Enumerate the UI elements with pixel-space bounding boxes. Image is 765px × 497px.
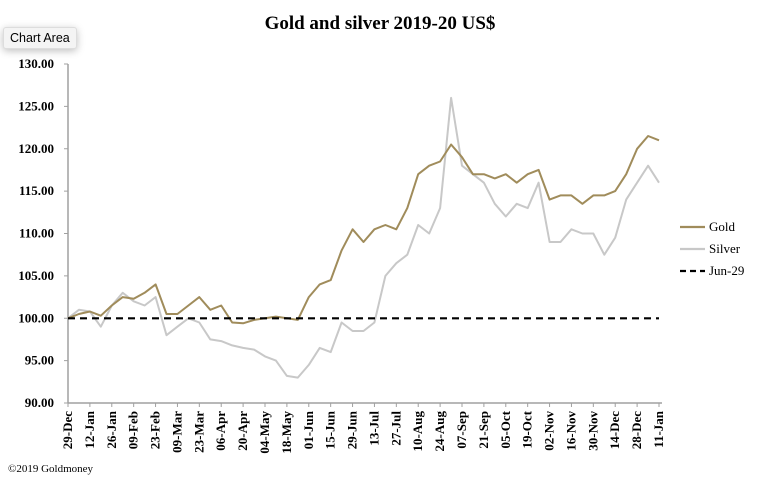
x-tick-label: 10-Aug <box>410 411 425 452</box>
x-tick-label: 27-Jul <box>388 411 403 446</box>
x-tick-label: 14-Dec <box>607 411 622 449</box>
y-tick-label: 90.00 <box>25 395 54 410</box>
x-tick-label: 30-Nov <box>585 411 600 451</box>
x-tick-label: 23-Mar <box>191 411 206 453</box>
x-tick-label: 18-May <box>279 411 294 454</box>
x-tick-label: 06-Apr <box>213 411 228 451</box>
x-tick-label: 04-May <box>257 411 272 454</box>
x-tick-label: 13-Jul <box>366 411 381 446</box>
plot-area <box>67 96 660 379</box>
y-axis: 90.00 95.00 100.00 105.00 110.00 115.00 120.00… <box>18 56 69 410</box>
legend-label: Jun-29 <box>709 263 744 278</box>
x-tick-label: 02-Nov <box>542 411 557 451</box>
y-tick-label: 100.00 <box>18 310 54 325</box>
y-tick-label: 105.00 <box>18 268 54 283</box>
x-tick-label: 11-Jan <box>651 410 666 448</box>
series-line-silver <box>67 96 660 379</box>
x-tick-label: 24-Aug <box>432 411 447 452</box>
x-tick-label: 07-Sep <box>454 411 469 449</box>
copyright-footnote: ©2019 Goldmoney <box>8 463 94 475</box>
y-tick-label: 125.00 <box>18 98 54 113</box>
x-tick-label: 29-Jun <box>345 410 360 449</box>
y-tick-label: 115.00 <box>19 183 54 198</box>
y-tick-label: 110.00 <box>19 226 54 241</box>
x-tick-label: 16-Nov <box>563 411 578 451</box>
y-tick-label: 95.00 <box>25 353 54 368</box>
x-tick-label: 12-Jan <box>82 410 97 448</box>
x-tick-label: 09-Mar <box>169 411 184 453</box>
x-tick-label: 28-Dec <box>629 411 644 449</box>
x-tick-label: 01-Jun <box>301 410 316 449</box>
x-tick-label: 05-Oct <box>498 410 513 448</box>
x-tick-label: 26-Jan <box>104 410 119 448</box>
y-tick-label: 120.00 <box>18 141 54 156</box>
series-line-gold <box>67 135 660 325</box>
legend-label: Gold <box>709 219 736 234</box>
legend: Gold Silver Jun-29 <box>680 219 744 278</box>
x-tick-label: 29-Dec <box>60 411 75 449</box>
x-tick-label: 20-Apr <box>235 411 250 451</box>
legend-label: Silver <box>709 241 741 256</box>
x-tick-label: 19-Oct <box>520 410 535 448</box>
chart-title: Gold and silver 2019-20 US$ <box>265 13 496 34</box>
x-tick-label: 15-Jun <box>323 410 338 449</box>
x-tick-label: 21-Sep <box>476 411 491 449</box>
x-tick-label: 23-Feb <box>148 411 163 449</box>
x-axis: 29-Dec 12-Jan 26-Jan 09-Feb 23-Feb 09-Mar 23-M… <box>60 402 666 454</box>
y-tick-label: 130.00 <box>18 56 54 71</box>
x-tick-label: 09-Feb <box>126 411 141 449</box>
chart-area-tooltip: Chart Area <box>3 27 77 49</box>
